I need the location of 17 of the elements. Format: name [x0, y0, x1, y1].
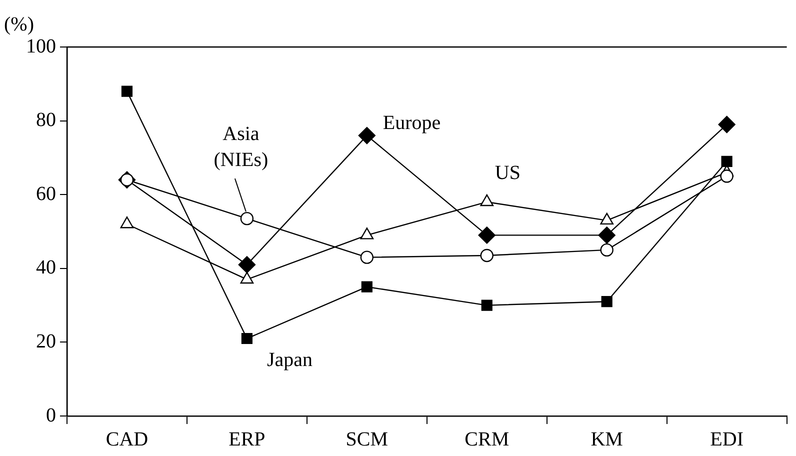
series-label: Japan	[266, 348, 312, 371]
x-tick-label: CAD	[106, 428, 148, 450]
y-tick-label: 20	[36, 330, 56, 352]
y-tick-label: 40	[36, 256, 56, 279]
y-tick-label: 100	[26, 35, 56, 58]
series-label: Europe	[382, 112, 441, 134]
x-tick-label: CRM	[464, 428, 510, 450]
series-label: Asia (NIEs)	[214, 122, 268, 171]
y-tick-label: 60	[36, 182, 56, 205]
x-tick-label: KM	[590, 428, 624, 450]
y-tick-label: 0	[46, 404, 56, 426]
y-tick-label: 80	[36, 109, 56, 132]
x-tick-label: SCM	[346, 428, 388, 450]
y-axis-title: (%)	[4, 13, 34, 36]
x-tick-label: ERP	[228, 428, 266, 450]
series-label: US	[494, 162, 520, 184]
x-tick-label: EDI	[710, 428, 744, 450]
